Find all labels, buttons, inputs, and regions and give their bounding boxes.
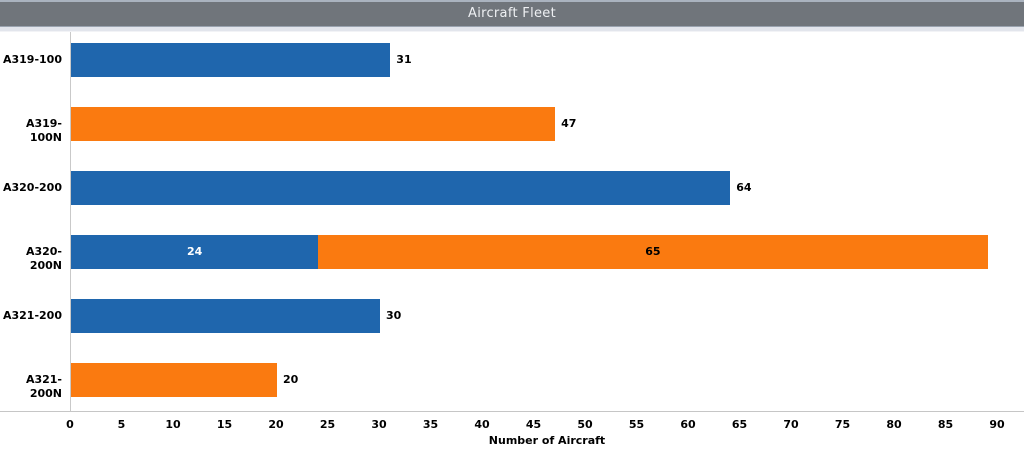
value-label: 65 <box>645 245 661 258</box>
chart-title-bar: Aircraft Fleet <box>0 0 1024 27</box>
category-label: A321-200N <box>25 373 62 400</box>
bar-segment-blue <box>71 299 380 333</box>
category-label: A320-200N <box>25 245 62 272</box>
x-axis-tick-label: 30 <box>371 418 387 431</box>
x-axis-tick-label: 75 <box>834 418 851 431</box>
x-axis-line <box>0 411 1024 412</box>
value-label: 47 <box>561 117 577 130</box>
x-axis-tick-label: 15 <box>216 418 233 431</box>
x-axis-tick-label: 40 <box>474 418 490 431</box>
x-axis-tick-label: 45 <box>525 418 542 431</box>
value-label: 20 <box>283 373 299 386</box>
x-axis-title: Number of Aircraft <box>488 434 606 447</box>
title-divider <box>0 27 1024 32</box>
category-label: A319-100N <box>25 117 62 144</box>
x-axis-tick-label: 50 <box>577 418 593 431</box>
x-axis-tick-label: 70 <box>783 418 799 431</box>
x-axis-tick-label: 20 <box>268 418 284 431</box>
x-axis-tick-label: 0 <box>66 418 74 431</box>
x-axis-tick-label: 25 <box>319 418 336 431</box>
bar-segment-blue <box>71 235 319 269</box>
x-axis-tick-label: 5 <box>117 418 126 431</box>
x-axis-tick-label: 10 <box>165 418 181 431</box>
value-label: 31 <box>396 53 412 66</box>
category-label: A319-100 <box>2 53 62 66</box>
category-label: A321-200 <box>2 309 62 322</box>
value-label: 24 <box>186 245 203 258</box>
chart-title: Aircraft Fleet <box>468 6 556 21</box>
x-axis-tick-label: 65 <box>731 418 748 431</box>
value-label: 30 <box>386 309 402 322</box>
bar-segment-blue <box>71 171 731 205</box>
x-axis-tick-label: 85 <box>937 418 954 431</box>
x-axis-tick-label: 60 <box>680 418 696 431</box>
x-axis-tick-label: 80 <box>886 418 902 431</box>
x-axis-tick-label: 55 <box>628 418 645 431</box>
bar-segment-orange <box>318 235 988 269</box>
bar-segment-orange <box>71 107 556 141</box>
x-axis-tick-label: 90 <box>989 418 1005 431</box>
value-label: 64 <box>736 181 752 194</box>
x-axis-tick-label: 35 <box>422 418 439 431</box>
plot-area: A319-100 31 A319-100N 47 A320-200 64 A320-200N… <box>0 32 1024 451</box>
x-axis-zero-line <box>70 32 71 411</box>
bar-segment-blue <box>71 43 391 77</box>
category-label: A320-200 <box>2 181 62 194</box>
bar-segment-orange <box>71 363 277 397</box>
